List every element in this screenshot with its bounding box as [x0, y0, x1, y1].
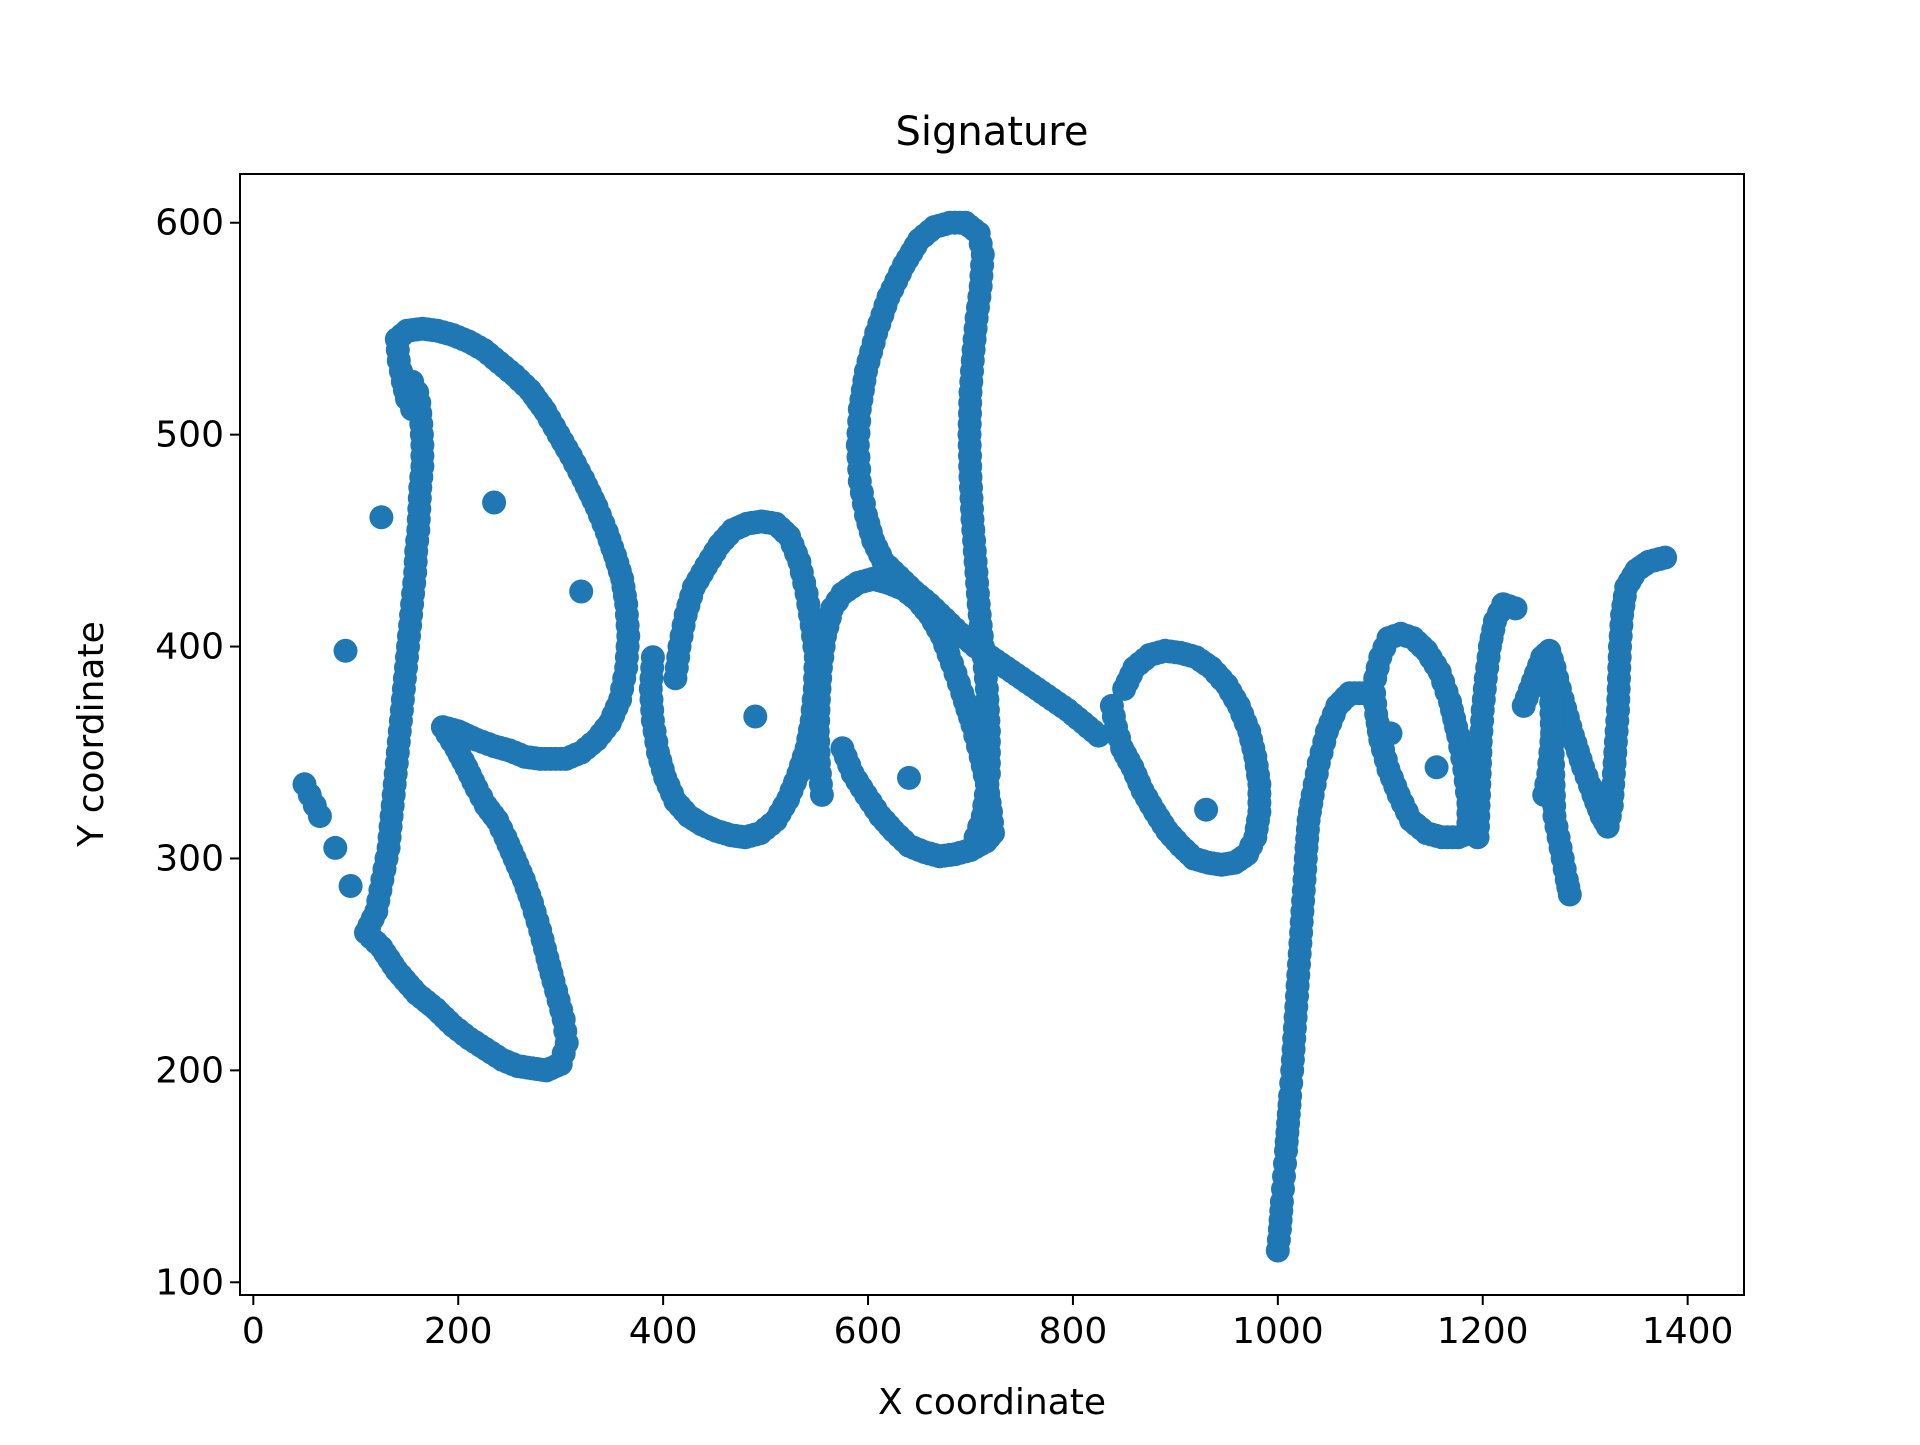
- signature-point: [482, 490, 507, 515]
- x-axis-ticks: 0 200 400 600 800 1000 1200 1400: [242, 1295, 1734, 1352]
- y-tick-label: 500: [155, 415, 224, 456]
- x-tick-label: 1400: [1642, 1311, 1734, 1352]
- x-axis-label: X coordinate: [878, 1382, 1106, 1423]
- x-tick-label: 1200: [1437, 1311, 1529, 1352]
- y-tick-label: 100: [155, 1262, 224, 1303]
- signature-point: [663, 666, 688, 691]
- signature-point: [1653, 545, 1678, 570]
- signature-point: [1362, 681, 1387, 706]
- data-points: [292, 210, 1678, 1263]
- signature-point: [1424, 755, 1449, 780]
- signature-point: [333, 638, 358, 663]
- signature-point: [897, 765, 921, 790]
- signature-point: [307, 804, 332, 829]
- signature-point: [400, 397, 425, 422]
- y-tick-label: 300: [155, 838, 224, 879]
- y-tick-label: 200: [155, 1050, 224, 1091]
- y-tick-label: 600: [155, 203, 224, 244]
- y-axis-ticks: 100 200 300 400 500 600: [155, 203, 240, 1303]
- y-axis-label: Y coordinate: [71, 621, 112, 847]
- signature-point: [1099, 693, 1124, 718]
- signature-point: [1557, 882, 1582, 907]
- x-tick-label: 200: [424, 1311, 493, 1352]
- chart-title: Signature: [896, 109, 1089, 155]
- signature-point: [369, 505, 394, 530]
- signature-point: [1503, 596, 1528, 621]
- x-tick-label: 0: [242, 1311, 265, 1352]
- signature-point: [323, 835, 348, 860]
- plot-frame: [239, 173, 1745, 1296]
- signature-point: [338, 874, 363, 898]
- signature-point: [569, 579, 594, 604]
- x-tick-label: 400: [629, 1311, 698, 1352]
- x-tick-label: 600: [834, 1311, 903, 1352]
- signature-point: [1194, 797, 1219, 822]
- signature-point: [743, 704, 768, 729]
- x-tick-label: 800: [1039, 1311, 1108, 1352]
- signature-point: [830, 736, 855, 761]
- signature-point: [1378, 721, 1403, 746]
- y-tick-label: 400: [155, 627, 224, 668]
- x-tick-label: 1000: [1232, 1311, 1324, 1352]
